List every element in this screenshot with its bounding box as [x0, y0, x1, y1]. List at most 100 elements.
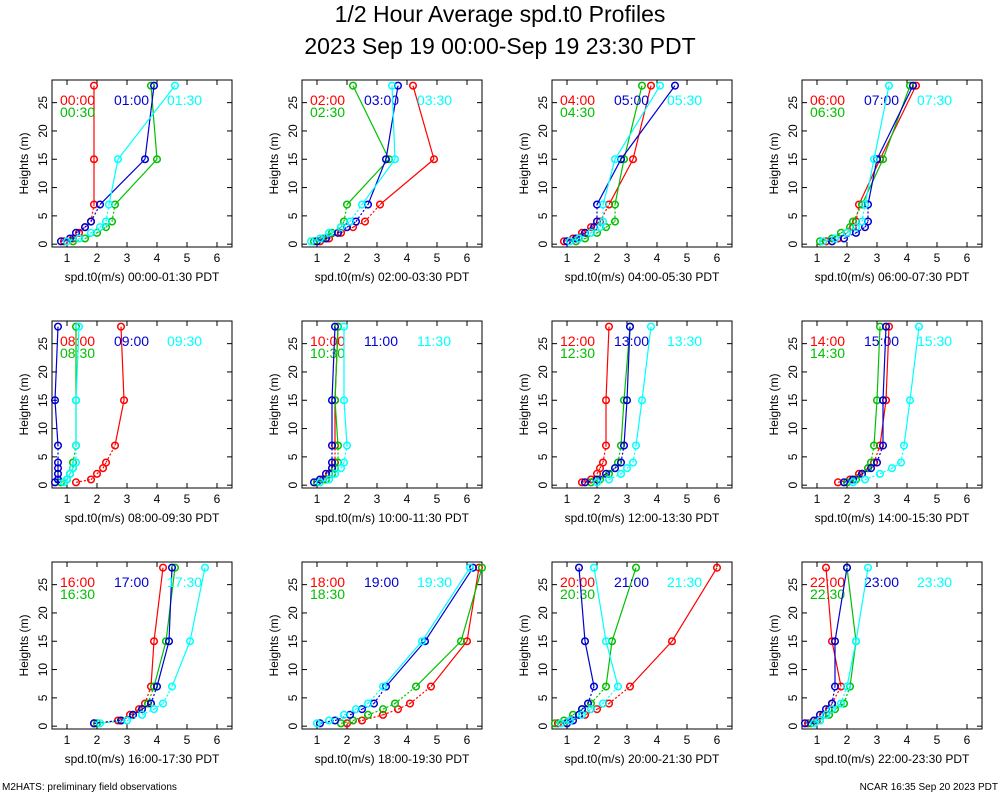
series-segment	[343, 400, 348, 446]
data-point	[381, 155, 391, 164]
y-tick-label: 0	[536, 241, 550, 248]
x-tick-label: 4	[404, 733, 411, 747]
data-point	[185, 637, 195, 646]
data-point	[646, 322, 656, 331]
x-tick-label: 6	[214, 733, 221, 747]
data-point	[53, 322, 63, 331]
series-segment	[99, 719, 128, 724]
data-point	[167, 563, 177, 572]
data-point	[712, 563, 722, 572]
data-point	[345, 217, 355, 226]
series-segment	[346, 158, 390, 205]
legend-entry: 19:30	[417, 574, 452, 590]
data-point	[110, 441, 120, 450]
y-tick-label: 25	[286, 337, 300, 351]
series-segment	[114, 400, 125, 446]
y-axis-label: Heights (m)	[267, 132, 281, 194]
x-tick-label: 1	[314, 251, 321, 265]
plot-frame	[51, 79, 233, 248]
data-point	[71, 478, 81, 487]
legend-entry: 21:00	[614, 574, 649, 590]
data-point	[884, 81, 894, 90]
data-point	[574, 234, 584, 243]
data-point	[116, 322, 126, 331]
series-1700	[89, 563, 177, 728]
data-point	[53, 464, 63, 473]
data-point	[167, 682, 177, 691]
legend-entry: 18:30	[310, 586, 345, 602]
data-point	[378, 682, 388, 691]
data-point	[315, 234, 325, 243]
series-segment	[144, 686, 152, 704]
series-segment	[460, 567, 483, 642]
series-segment	[614, 462, 622, 469]
series-segment	[153, 641, 167, 687]
series-segment	[319, 232, 330, 240]
data-point	[815, 716, 825, 725]
y-tick-label: 25	[536, 96, 550, 110]
legend-entry: 15:30	[917, 333, 952, 349]
data-point	[101, 458, 111, 467]
y-tick-label: 0	[786, 723, 800, 730]
x-tick-label: 4	[904, 492, 911, 506]
x-tick-label: 2	[94, 492, 101, 506]
legend-entry: 23:00	[864, 574, 899, 590]
series-segment	[319, 478, 330, 483]
y-tick-label: 0	[786, 241, 800, 248]
data-point	[914, 322, 924, 331]
x-tick-label: 5	[184, 251, 191, 265]
y-tick-label: 25	[286, 578, 300, 592]
series-1930	[312, 563, 475, 728]
y-tick-label: 20	[786, 124, 800, 138]
data-point	[601, 441, 611, 450]
series-segment	[90, 226, 101, 234]
y-tick-label: 25	[36, 337, 50, 351]
x-tick-label: 2	[344, 492, 351, 506]
data-point	[601, 396, 611, 405]
x-tick-label: 6	[214, 251, 221, 265]
data-point	[610, 217, 620, 226]
series-segment	[54, 400, 59, 446]
data-point	[821, 563, 831, 572]
x-tick-label: 6	[714, 251, 721, 265]
data-point	[390, 699, 400, 708]
y-tick-label: 25	[36, 578, 50, 592]
series-segment	[578, 567, 586, 642]
y-tick-label: 15	[286, 634, 300, 648]
series-segment	[807, 719, 818, 724]
data-point	[92, 469, 102, 478]
data-point	[363, 710, 373, 719]
data-point	[390, 155, 400, 164]
y-tick-label: 5	[786, 212, 800, 219]
series-segment	[340, 221, 351, 228]
x-tick-label: 1	[64, 733, 71, 747]
data-point	[137, 705, 147, 714]
data-point	[872, 458, 882, 467]
data-point	[429, 155, 439, 164]
series-segment	[346, 719, 363, 724]
data-point	[71, 441, 81, 450]
series-0100	[56, 81, 159, 246]
y-tick-label: 15	[786, 634, 800, 648]
series-segment	[90, 204, 95, 222]
data-point	[622, 396, 632, 405]
legend-entry: 16:00	[60, 574, 95, 590]
y-tick-label: 25	[536, 337, 550, 351]
data-point	[149, 637, 159, 646]
data-point	[128, 710, 138, 719]
series-segment	[150, 85, 158, 160]
series-segment	[343, 204, 348, 222]
data-point	[866, 464, 876, 473]
series-segment	[334, 326, 339, 401]
plot-frame	[551, 561, 733, 730]
data-point	[622, 464, 632, 473]
data-point	[149, 81, 159, 90]
y-tick-label: 5	[36, 453, 50, 460]
y-tick-label: 5	[36, 694, 50, 701]
data-point	[62, 237, 72, 246]
data-point	[95, 719, 105, 728]
series-segment	[313, 237, 324, 242]
data-point	[375, 200, 385, 209]
data-point	[50, 396, 60, 405]
y-tick-label: 25	[786, 578, 800, 592]
